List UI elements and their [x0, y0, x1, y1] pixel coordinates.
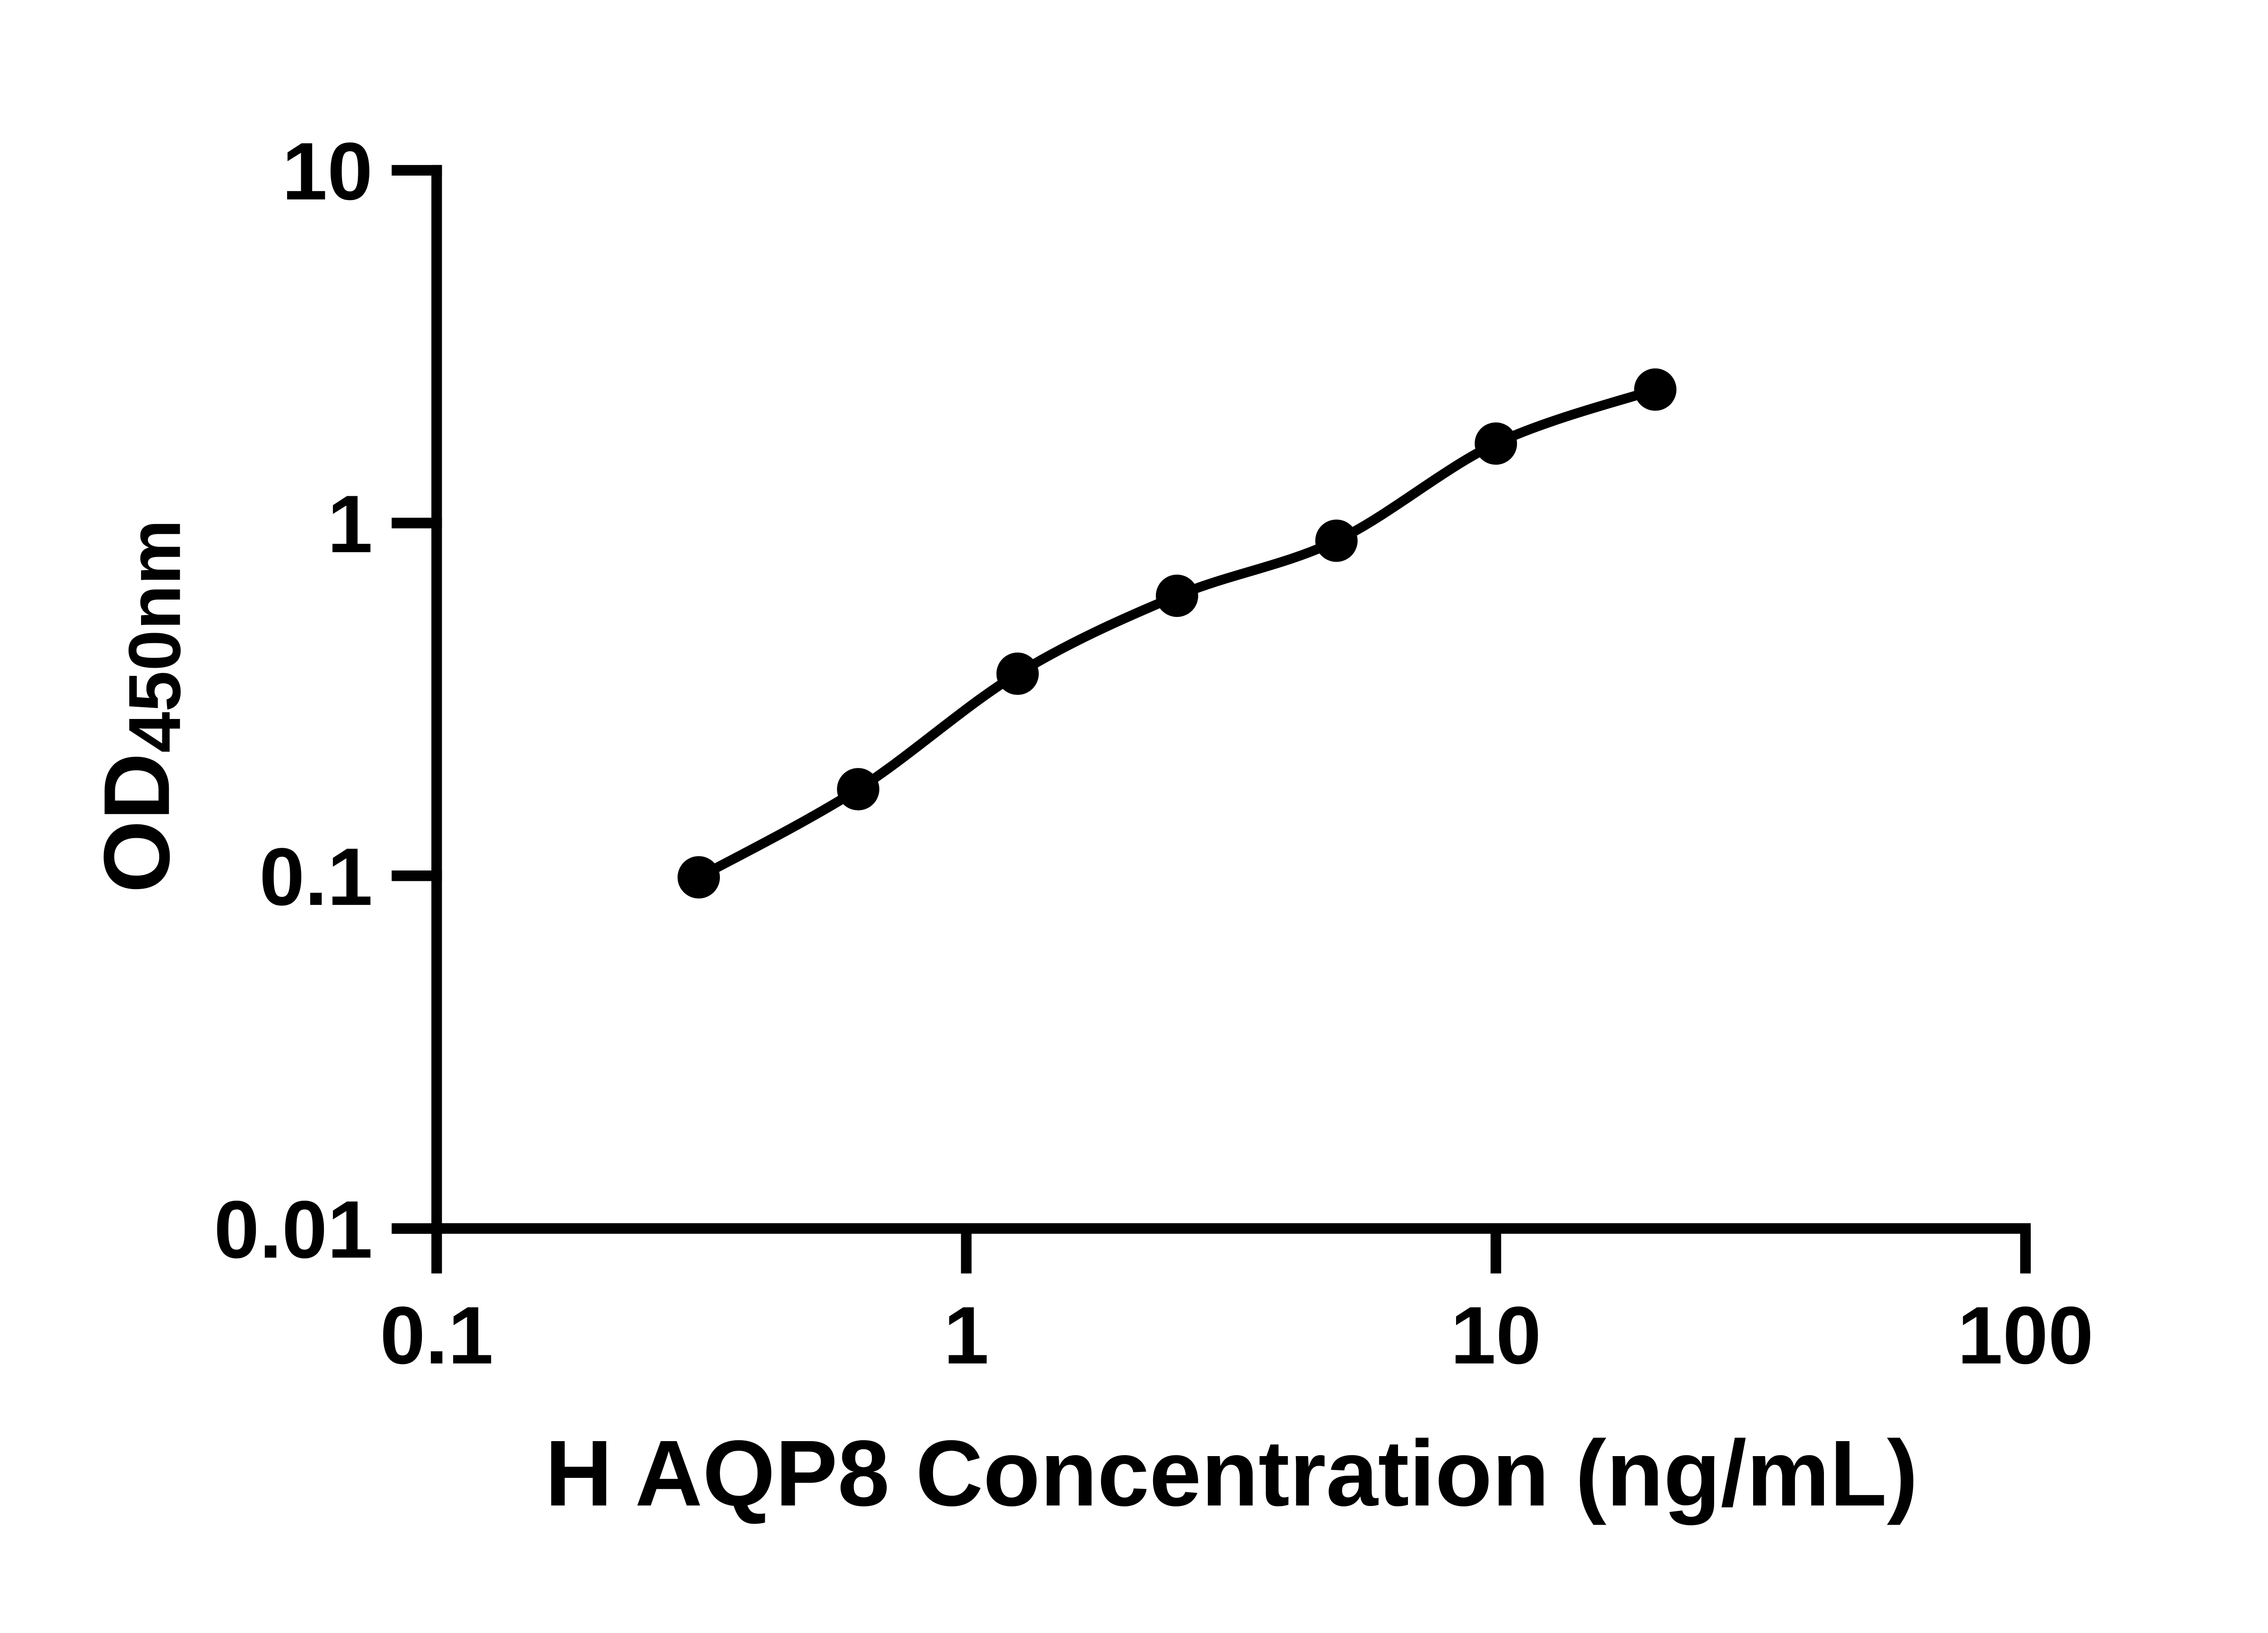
x-tick-label: 10 [1451, 1290, 1541, 1381]
x-tick-label: 1 [943, 1290, 989, 1381]
data-points [677, 368, 1677, 899]
data-point-marker [996, 652, 1039, 695]
y-tick-label: 1 [327, 479, 373, 570]
standard-curve-fit-line [694, 385, 1660, 882]
x-tick-label: 0.1 [380, 1290, 494, 1381]
y-axis-title: OD450nm [84, 519, 196, 893]
plot-area [677, 368, 1677, 899]
data-point-marker [1156, 574, 1198, 617]
data-point-marker [677, 856, 720, 899]
y-axis-title-main: OD [84, 753, 189, 893]
data-point-marker [1634, 368, 1677, 411]
y-tick-label: 10 [282, 126, 373, 217]
y-axis-ticks: 0.01 0.1 1 10 [214, 126, 442, 1275]
data-point-marker [1315, 519, 1358, 562]
data-point-marker [1475, 422, 1517, 465]
y-axis-title-subscript: 450nm [114, 519, 196, 753]
x-axis-title: H AQP8 Concentration (ng/mL) [545, 1421, 1918, 1525]
y-tick-label: 0.01 [214, 1184, 373, 1275]
x-tick-label: 100 [1957, 1290, 2093, 1381]
x-axis-ticks: 0.1 1 10 100 [380, 1228, 2093, 1381]
y-tick-label: 0.1 [259, 831, 373, 923]
data-point-marker [837, 768, 880, 811]
